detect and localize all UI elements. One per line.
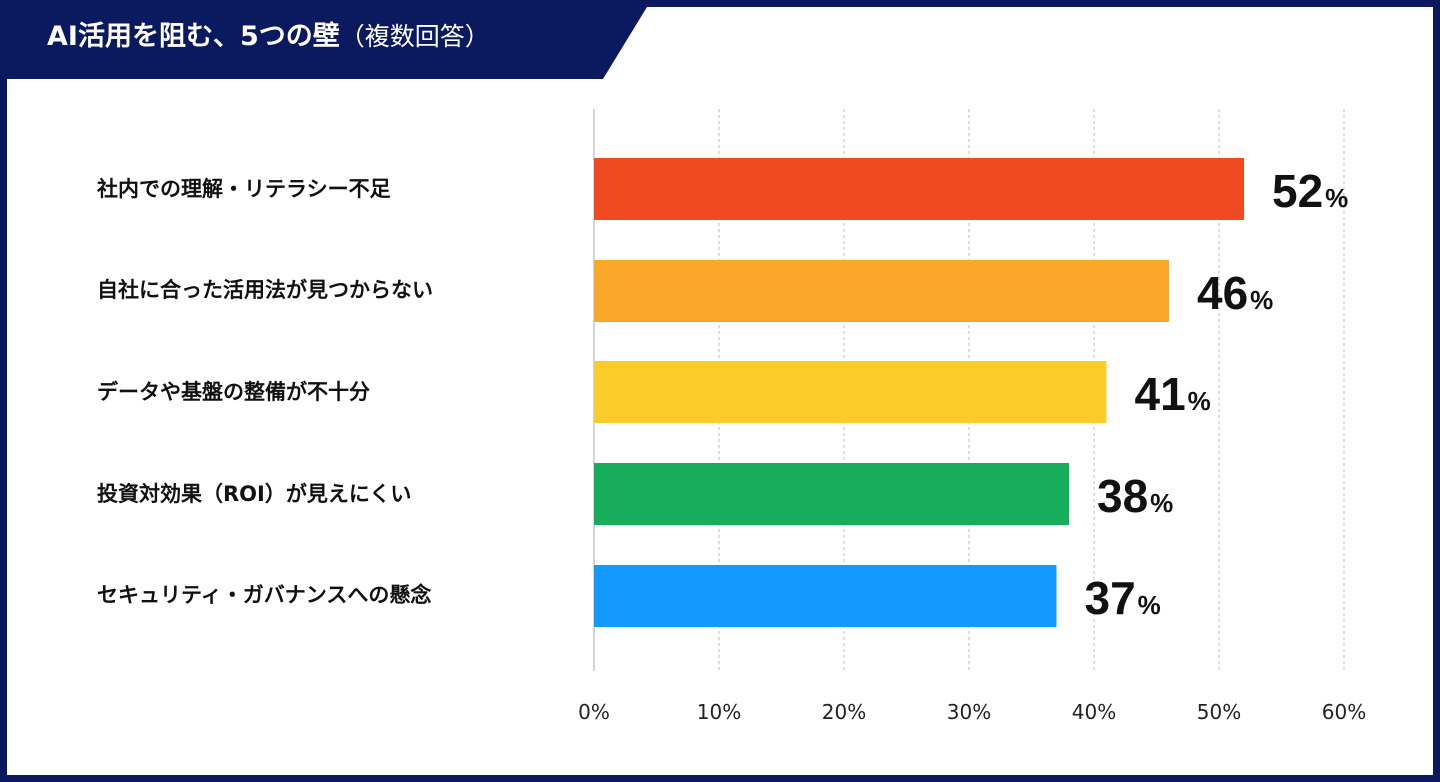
x-tick-label: 30% xyxy=(947,700,991,724)
title-banner xyxy=(7,7,647,79)
bar xyxy=(594,463,1069,525)
value-label: 37% xyxy=(1085,572,1161,624)
bar xyxy=(594,260,1169,322)
category-label: 自社に合った活用法が見つからない xyxy=(97,278,433,302)
category-label: 投資対効果（ROI）が見えにくい xyxy=(97,482,412,506)
bar xyxy=(594,565,1057,627)
category-label: 社内での理解・リテラシー不足 xyxy=(97,177,391,201)
chart-title-sub: （複数回答） xyxy=(339,22,490,51)
chart-card: AI活用を阻む、5つの壁（複数回答） 社内での理解・リテラシー不足 自社に合った… xyxy=(7,7,1433,775)
value-label: 46% xyxy=(1197,267,1273,319)
category-label: セキュリティ・ガバナンスへの懸念 xyxy=(97,583,432,607)
x-tick-label: 50% xyxy=(1197,700,1241,724)
x-tick-label: 10% xyxy=(697,700,741,724)
value-label: 41% xyxy=(1135,368,1211,420)
x-tick-label: 40% xyxy=(1072,700,1116,724)
x-tick-label: 60% xyxy=(1322,700,1366,724)
category-label: データや基盤の整備が不十分 xyxy=(97,380,370,404)
bar-chart: 0% 10% 20% 30% 40% 50% 60% 52% 46% 41% 38% 37% xyxy=(578,109,1366,724)
chart-title-main: AI活用を阻む、5つの壁 xyxy=(47,21,340,52)
chart-title: AI活用を阻む、5つの壁（複数回答） xyxy=(47,19,490,55)
value-label: 52% xyxy=(1272,165,1348,217)
x-tick-label: 20% xyxy=(822,700,866,724)
value-label: 38% xyxy=(1097,470,1173,522)
bar xyxy=(594,361,1107,423)
bar xyxy=(594,158,1244,220)
x-tick-label: 0% xyxy=(578,700,610,724)
